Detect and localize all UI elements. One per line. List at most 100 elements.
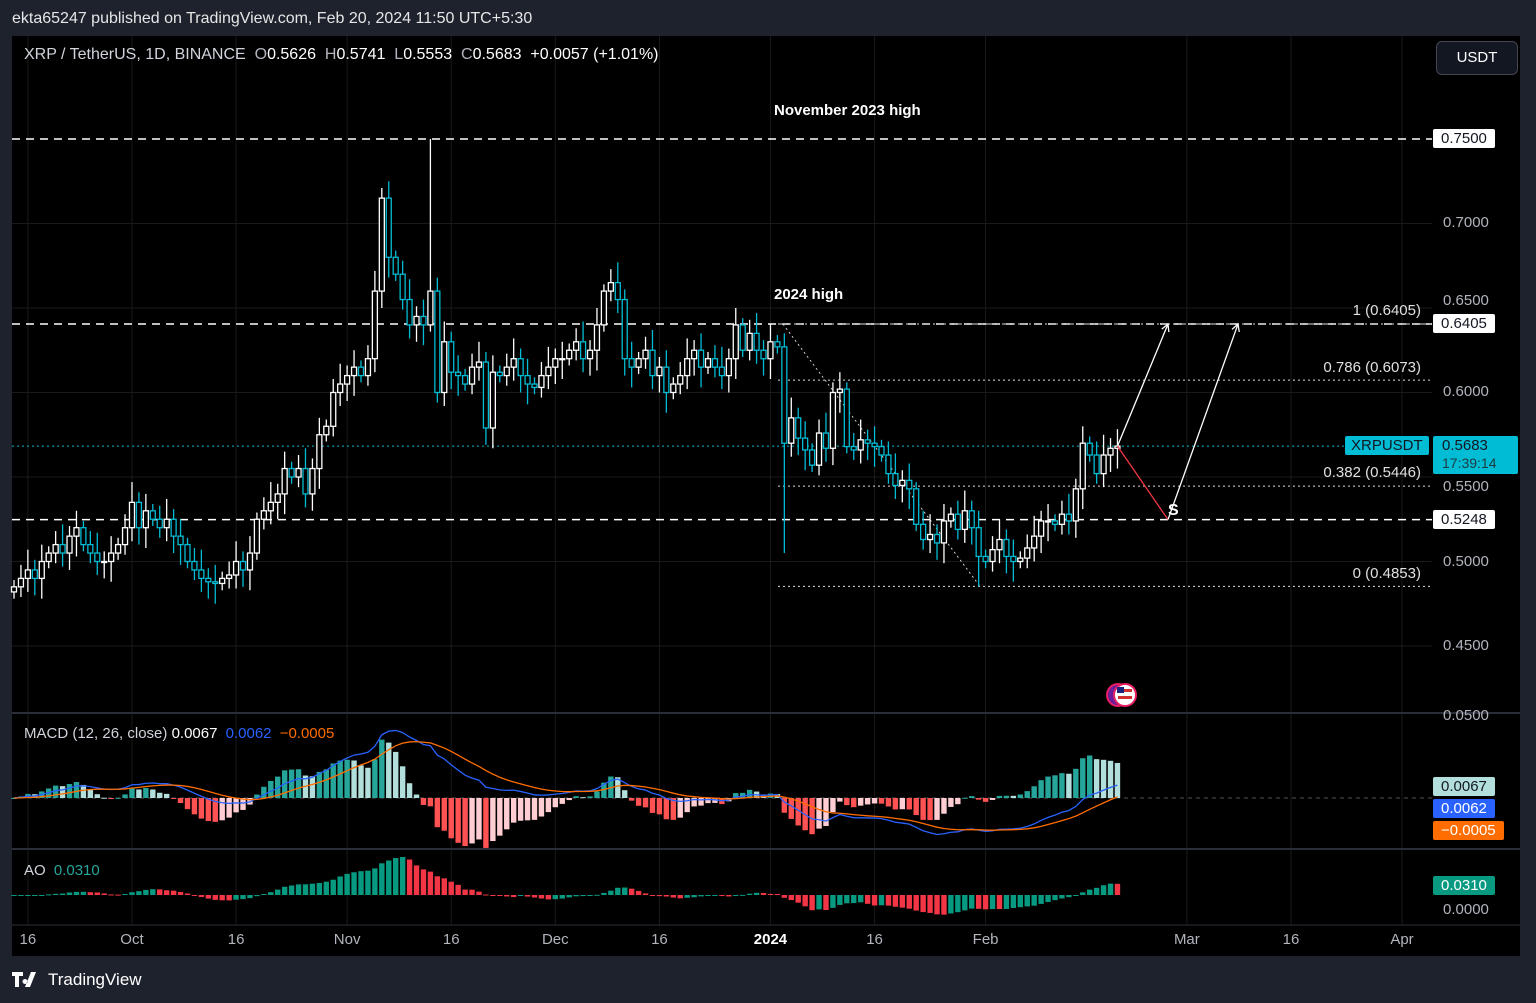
price-tick: 0.4500 [1443,637,1489,654]
ao-histogram-bar [393,858,399,895]
macd-hist-value: 0.0067 [171,725,218,742]
ao-histogram-bar [601,892,607,895]
ao-histogram-bar [920,895,926,913]
ao-histogram-bar [1038,895,1044,904]
macd-histogram-bar [1114,762,1121,798]
macd-histogram-bar [587,796,593,798]
macd-histogram-bar [476,798,482,840]
ao-histogram-bar [462,889,468,895]
ao-histogram-bar [330,879,336,895]
candle-body [80,527,87,546]
candle-body [371,290,379,360]
tradingview-logo[interactable]: TradingView [12,970,142,990]
ao-histogram-bar [157,889,163,895]
candle-body [170,518,177,537]
ao-histogram-bar [823,895,829,911]
level-label-05248: 0.5248 [1433,510,1495,529]
candle-body [1024,547,1031,559]
ao-histogram-bar [885,895,892,906]
ao-histogram-bar [753,892,760,895]
time-tick: 16 [1282,931,1300,948]
ao-histogram-bar [934,895,940,915]
ao-histogram-bar [1031,895,1037,906]
macd-histogram-bar [594,791,600,798]
currency-button[interactable]: USDT [1436,41,1518,75]
candle-body [323,425,330,436]
us-flag-icon-stripe [1118,689,1132,692]
candle-body [1086,442,1093,456]
ao-histogram-bar [73,891,80,895]
macd-histogram-bar [948,798,954,807]
candle-body [274,493,281,503]
time-tick: 16 [651,931,668,948]
candle-body [406,298,413,326]
macd-histogram-bar [177,798,184,803]
candle-body [434,290,441,394]
ao-histogram-bar [608,890,614,895]
ao-histogram-bar [878,895,885,906]
candle-body [808,449,816,466]
chart-area[interactable] [12,36,1520,956]
ao-histogram-bar [39,895,45,896]
ao-histogram-bar [379,863,385,895]
macd-histogram-bar [1100,759,1107,798]
ao-histogram-bar [899,895,906,908]
candle-body [919,523,927,541]
candle-body [670,383,677,394]
macd-histogram-bar [462,798,468,847]
macd-histogram-bar [524,798,531,821]
macd-histogram-bar [434,798,441,828]
macd-histogram-bar [143,787,149,798]
ao-histogram-bar [712,895,718,896]
macd-histogram-bar [684,798,690,813]
fib-label-0: 0 (0.4853) [1352,565,1421,582]
candle-body [996,538,1003,551]
ao-histogram-bar [504,895,510,897]
macd-histogram-bar [982,798,989,802]
ao-histogram-bar [1024,895,1030,907]
candle-body [746,332,753,351]
ao-histogram-bar [670,895,676,898]
time-tick: 16 [19,931,37,948]
ao-histogram-bar [698,895,704,897]
candle-body [1072,488,1079,522]
macd-histogram-bar [871,798,878,804]
candle-body [350,366,358,377]
ao-histogram-bar [1010,895,1017,908]
macd-histogram-bar [372,759,378,798]
ao-histogram-bar [191,894,198,896]
candle-body [489,371,497,429]
ao-histogram-bar [497,895,503,896]
macd-histogram-bar [733,793,739,798]
candle-body [441,341,448,394]
candle-body [704,358,712,368]
ao-histogram-bar [719,895,725,897]
macd-histogram-bar [913,798,919,816]
candle-body [101,560,108,564]
candle-body [926,533,934,541]
ao-histogram-bar [129,892,135,895]
macd-histogram-bar [691,798,697,807]
macd-histogram-bar [573,796,579,798]
ao-histogram-bar [46,894,52,896]
ao-histogram-bar [108,894,114,896]
candle-body [538,374,545,389]
candle-body [607,281,614,292]
macd-histogram-bar [205,798,212,822]
level-label-0750: 0.7500 [1433,129,1495,148]
ao-histogram-bar [628,888,635,895]
macd-histogram-bar [705,798,711,804]
candle-body [24,569,32,580]
macd-histogram-bar [899,798,906,810]
candle-body [267,501,274,512]
candle-body [725,358,732,377]
projection-arrow-up-head [1161,322,1170,333]
candle-body [108,552,115,563]
ao-histogram-bar [1059,895,1065,899]
candle-body [1093,454,1100,475]
price-tick: 0.6000 [1443,383,1489,400]
candle-body [1010,555,1017,563]
candle-body [635,358,642,368]
candle-body [121,527,129,546]
